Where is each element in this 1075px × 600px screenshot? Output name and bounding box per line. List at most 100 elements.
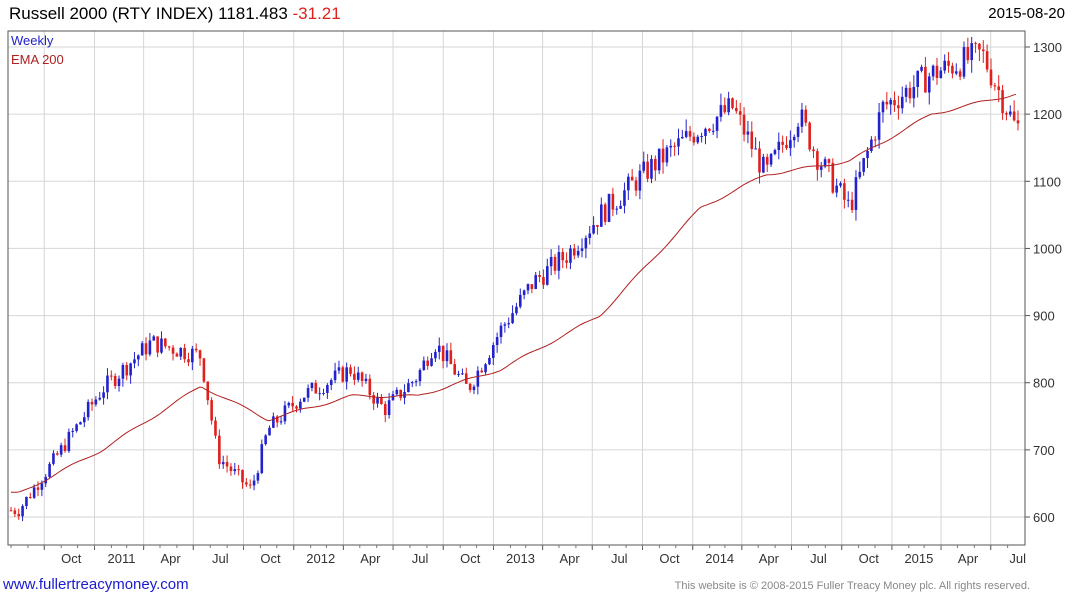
candle-body (831, 162, 835, 193)
candle-body (25, 496, 28, 507)
candle-body (900, 96, 904, 109)
candle-body (866, 151, 869, 159)
candle-body (264, 435, 267, 445)
candle-body (854, 177, 858, 210)
candle-body (939, 70, 943, 79)
x-tick-label: 2012 (306, 551, 335, 566)
candle-body (360, 372, 364, 382)
candle-body (704, 128, 707, 137)
candle-body (615, 208, 619, 210)
candle-body (754, 148, 757, 150)
candle-body (461, 373, 464, 375)
candle-body (981, 49, 985, 52)
candle-body (758, 148, 761, 173)
candle-body (777, 141, 781, 151)
website-link[interactable]: www.fullertreacymoney.com (3, 576, 189, 593)
y-tick-label: 800 (1033, 376, 1055, 391)
candle-body (426, 360, 429, 366)
y-tick-label: 1200 (1033, 107, 1062, 122)
candle-body (221, 461, 225, 465)
candle-body (484, 364, 487, 373)
candle-body (272, 416, 275, 428)
candle-body (708, 128, 711, 131)
candle-body (804, 109, 808, 123)
y-axis: 600 700 800 900 1000 1100 1200 1300 (1025, 40, 1062, 525)
candle-body (816, 151, 819, 170)
candle-body (607, 193, 611, 222)
x-axis: Oct 2011 Apr Jul Oct 2012 Apr Jul Oct 2013 Apr Jul O… (10, 545, 1026, 566)
candle-body (395, 389, 399, 395)
x-tick-label: 2011 (108, 551, 136, 566)
candle-body (630, 176, 634, 181)
candle-body (916, 70, 919, 87)
candle-body (927, 76, 931, 93)
candle-body (935, 65, 939, 79)
candle-body (947, 60, 950, 66)
candle-body (684, 131, 688, 137)
chart-title: Russell 2000 (RTY INDEX) 1181.483 -31.21 (9, 4, 341, 24)
candle-body (407, 383, 410, 393)
candle-body (279, 421, 283, 423)
candle-body (380, 396, 383, 405)
x-tick-label: Apr (360, 551, 381, 566)
candle-body (885, 101, 889, 105)
candle-body (819, 166, 823, 170)
candle-body (121, 365, 125, 379)
candle-body (765, 156, 769, 165)
legend-weekly: Weekly (11, 33, 54, 48)
candle-body (445, 350, 449, 362)
candle-body (518, 294, 522, 307)
candle-body (13, 510, 17, 514)
candle-body (495, 337, 499, 346)
candle-body (781, 141, 784, 145)
candle-body (430, 358, 433, 366)
candle-body (576, 250, 580, 256)
candle-body (665, 147, 669, 163)
candle-body (746, 131, 750, 135)
candle-body (125, 365, 129, 376)
candle-body (742, 114, 746, 135)
candle-body (106, 375, 109, 393)
candle-body (148, 340, 152, 355)
candle-body (997, 86, 1001, 91)
candle-body (275, 416, 279, 423)
candle-body (98, 397, 102, 400)
candle-body (202, 358, 206, 382)
candle-body (951, 65, 954, 74)
candle-body (160, 338, 163, 353)
candle-body (299, 401, 302, 409)
candle-body (229, 466, 233, 472)
candle-body (337, 367, 341, 371)
candle-body (52, 453, 55, 464)
x-tick-label: Apr (559, 551, 580, 566)
candle-body (422, 360, 426, 370)
candle-body (210, 400, 213, 421)
candle-body (287, 402, 291, 406)
candle-body (619, 205, 622, 209)
candle-body (71, 430, 75, 432)
candle-body (943, 60, 946, 71)
candle-body (731, 98, 734, 108)
candle-body (283, 405, 287, 422)
candle-body (322, 392, 325, 394)
candle-body (194, 348, 198, 351)
x-tick-label: Jul (412, 551, 429, 566)
candle-body (191, 348, 194, 363)
candle-body (187, 359, 190, 363)
candle-body (530, 284, 534, 289)
candle-body (553, 256, 557, 271)
candle-body (796, 126, 800, 137)
candle-body (237, 469, 240, 471)
candle-body (140, 343, 144, 356)
candle-body (399, 389, 402, 398)
candle-body (688, 131, 692, 137)
candle-body (750, 131, 754, 150)
candle-body (627, 176, 630, 191)
candle-body (488, 357, 491, 365)
candle-body (785, 144, 788, 149)
candle-body (291, 402, 294, 407)
candle-body (970, 43, 974, 61)
candle-body (310, 383, 314, 389)
candle-body (410, 382, 414, 384)
candle-body (920, 66, 923, 71)
